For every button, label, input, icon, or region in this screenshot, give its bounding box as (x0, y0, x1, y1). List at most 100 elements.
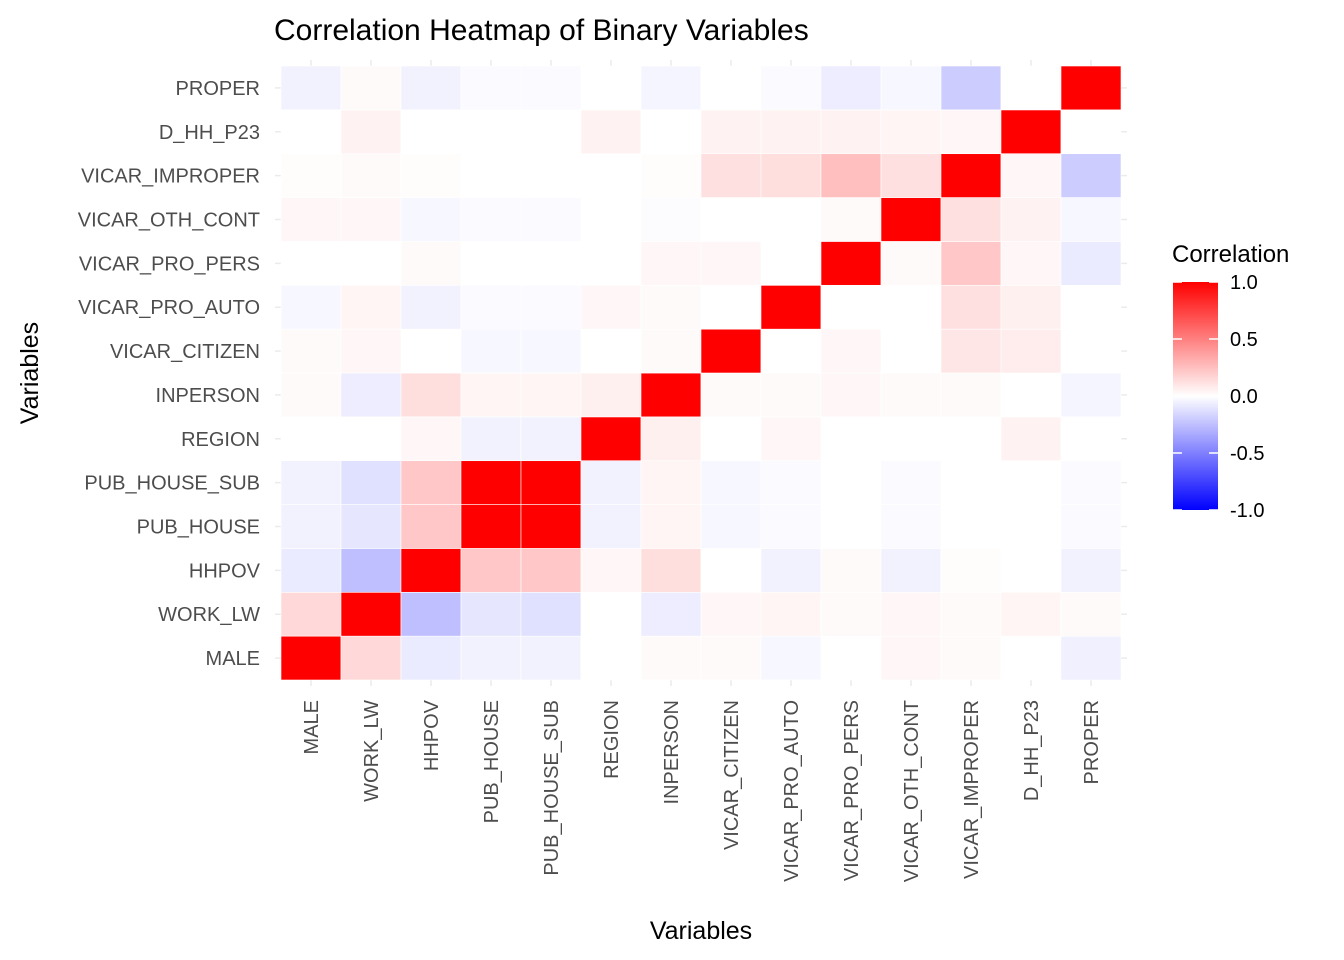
heatmap-cell-work_lw-proper (340, 65, 402, 111)
heatmap-cell-hhpov-hhpov (400, 548, 462, 593)
heatmap-cell-pub_house_sub-d_hh_p23 (520, 109, 582, 155)
heatmap-cell-hhpov-region (400, 416, 462, 462)
heatmap-cell-vicar_pro_pers-vicar_oth_cont (820, 197, 882, 242)
heatmap-cell-male-vicar_pro_pers (280, 241, 342, 286)
heatmap-cell-vicar_pro_pers-work_lw (820, 591, 882, 637)
x-tick-label-d_hh_p23: D_HH_P23 (1021, 700, 1043, 801)
y-tick-label-vicar_pro_pers: VICAR_PRO_PERS (79, 253, 260, 275)
heatmap-cell-proper-pub_house_sub (1060, 460, 1122, 505)
heatmap-cell-pub_house_sub-work_lw (520, 591, 582, 637)
heatmap-cell-vicar_citizen-proper (700, 65, 762, 111)
heatmap-cell-male-vicar_citizen (280, 328, 342, 374)
x-tick-label-vicar_improper: VICAR_IMPROPER (961, 700, 983, 879)
heatmap-cell-work_lw-vicar_oth_cont (340, 197, 402, 242)
y-tick-label-region: REGION (181, 429, 260, 451)
heatmap-cell-vicar_pro_pers-male (820, 635, 882, 681)
heatmap-cell-vicar_citizen-region (700, 416, 762, 462)
heatmap-cell-vicar_pro_auto-vicar_citizen (760, 328, 822, 374)
heatmap-cell-work_lw-pub_house (340, 504, 402, 549)
heatmap-cell-proper-region (1060, 416, 1122, 462)
y-tick-label-inperson: INPERSON (156, 385, 260, 407)
heatmap-cell-pub_house_sub-pub_house_sub (520, 460, 582, 505)
heatmap-cell-vicar_oth_cont-vicar_pro_auto (880, 284, 942, 330)
heatmap-cell-region-work_lw (580, 591, 642, 637)
legend-tick-label: -1.0 (1230, 500, 1264, 522)
heatmap-cell-vicar_improper-vicar_oth_cont (940, 197, 1002, 242)
heatmap-cell-work_lw-inperson (340, 372, 402, 418)
heatmap-cell-d_hh_p23-vicar_pro_auto (1000, 284, 1062, 330)
heatmap-cell-d_hh_p23-hhpov (1000, 548, 1062, 593)
heatmap-cell-vicar_improper-proper (940, 65, 1002, 111)
heatmap-cell-male-male (280, 635, 342, 681)
heatmap-cell-hhpov-proper (400, 65, 462, 111)
heatmap-cell-vicar_pro_auto-region (760, 416, 822, 462)
heatmap-cell-d_hh_p23-male (1000, 635, 1062, 681)
heatmap-cell-male-vicar_improper (280, 153, 342, 198)
heatmap-cell-region-vicar_improper (580, 153, 642, 198)
heatmap-cell-proper-vicar_pro_auto (1060, 284, 1122, 330)
heatmap-cell-vicar_oth_cont-region (880, 416, 942, 462)
heatmap-cell-vicar_improper-work_lw (940, 591, 1002, 637)
heatmap-cell-region-vicar_pro_pers (580, 241, 642, 286)
heatmap-cell-work_lw-male (340, 635, 402, 681)
legend-tick-label: 1.0 (1230, 272, 1258, 294)
heatmap-cell-pub_house_sub-vicar_pro_auto (520, 284, 582, 330)
legend-tick-labels: 1.0 0.5 0.0 -0.5 -1.0 (1173, 272, 1264, 522)
x-tick-label-region: REGION (601, 700, 623, 779)
x-tick-label-male: MALE (301, 700, 323, 754)
heatmap-cell-proper-pub_house (1060, 504, 1122, 549)
heatmap-cell-vicar_improper-male (940, 635, 1002, 681)
heatmap-cell-vicar_pro_auto-vicar_oth_cont (760, 197, 822, 242)
heatmap-cell-inperson-vicar_pro_pers (640, 241, 702, 286)
heatmap-cell-region-region (580, 416, 642, 462)
heatmap-cell-pub_house_sub-hhpov (520, 548, 582, 593)
heatmap-cell-vicar_pro_pers-d_hh_p23 (820, 109, 882, 155)
heatmap-cell-vicar_pro_auto-vicar_improper (760, 153, 822, 198)
heatmap-cell-vicar_pro_pers-vicar_citizen (820, 328, 882, 374)
heatmap-cell-region-pub_house_sub (580, 460, 642, 505)
heatmap-cell-inperson-hhpov (640, 548, 702, 593)
heatmap-cell-pub_house-vicar_oth_cont (460, 197, 522, 242)
x-tick-label-vicar_oth_cont: VICAR_OTH_CONT (901, 700, 923, 882)
heatmap-cell-inperson-pub_house_sub (640, 460, 702, 505)
heatmap-cell-pub_house-pub_house (460, 504, 522, 549)
x-tick-label-vicar_citizen: VICAR_CITIZEN (721, 700, 743, 850)
heatmap-cell-inperson-vicar_citizen (640, 328, 702, 374)
heatmap-cell-inperson-vicar_oth_cont (640, 197, 702, 242)
heatmap-cell-pub_house_sub-vicar_pro_pers (520, 241, 582, 286)
heatmap-cell-proper-hhpov (1060, 548, 1122, 593)
heatmap-cell-work_lw-d_hh_p23 (340, 109, 402, 155)
heatmap-cell-vicar_oth_cont-work_lw (880, 591, 942, 637)
y-tick-label-vicar_citizen: VICAR_CITIZEN (110, 341, 260, 363)
heatmap-cell-vicar_pro_pers-hhpov (820, 548, 882, 593)
x-tick-label-inperson: INPERSON (661, 700, 683, 804)
heatmap-cell-pub_house-proper (460, 65, 522, 111)
x-axis-title: Variables (650, 917, 752, 945)
heatmap-cell-work_lw-vicar_pro_auto (340, 284, 402, 330)
heatmap-cell-male-vicar_pro_auto (280, 284, 342, 330)
heatmap-cell-inperson-vicar_pro_auto (640, 284, 702, 330)
heatmap-cell-vicar_oth_cont-pub_house (880, 504, 942, 549)
heatmap-cell-vicar_oth_cont-hhpov (880, 548, 942, 593)
heatmap-cell-male-vicar_oth_cont (280, 197, 342, 242)
heatmap-cell-hhpov-male (400, 635, 462, 681)
heatmap-cell-vicar_pro_auto-inperson (760, 372, 822, 418)
heatmap-cell-d_hh_p23-inperson (1000, 372, 1062, 418)
heatmap-cell-vicar_citizen-vicar_oth_cont (700, 197, 762, 242)
heatmap-cell-vicar_oth_cont-inperson (880, 372, 942, 418)
heatmap-cell-hhpov-vicar_citizen (400, 328, 462, 374)
heatmap-cell-vicar_citizen-vicar_citizen (700, 328, 762, 374)
heatmap-cell-pub_house-vicar_pro_pers (460, 241, 522, 286)
legend-tick-label: 0.5 (1230, 329, 1258, 351)
heatmap-cell-male-region (280, 416, 342, 462)
heatmap-cell-pub_house_sub-vicar_improper (520, 153, 582, 198)
y-tick-label-pub_house: PUB_HOUSE (137, 517, 260, 539)
heatmap-cell-proper-male (1060, 635, 1122, 681)
heatmap-cell-hhpov-d_hh_p23 (400, 109, 462, 155)
y-tick-label-hhpov: HHPOV (189, 560, 261, 582)
heatmap-cell-pub_house_sub-vicar_oth_cont (520, 197, 582, 242)
heatmap-cell-proper-inperson (1060, 372, 1122, 418)
heatmap-cell-vicar_citizen-hhpov (700, 548, 762, 593)
heatmap-cell-pub_house-vicar_improper (460, 153, 522, 198)
